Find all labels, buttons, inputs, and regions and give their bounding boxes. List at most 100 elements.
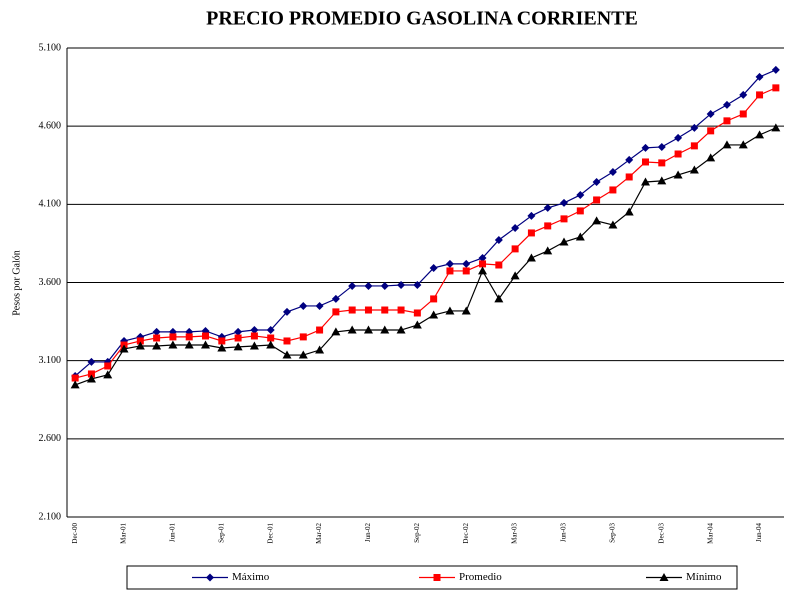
marker-triangle [135, 341, 145, 350]
marker-diamond [592, 177, 601, 186]
marker-diamond [299, 301, 308, 310]
marker-triangle [738, 140, 748, 149]
marker-square [772, 84, 780, 92]
marker-diamond [397, 281, 406, 290]
marker-diamond [771, 65, 780, 74]
legend-label: Promedio [459, 571, 502, 583]
marker-diamond [739, 90, 748, 99]
marker-square [609, 186, 617, 194]
marker-square [723, 117, 731, 125]
marker-square [658, 159, 666, 167]
marker-triangle [201, 340, 211, 349]
x-tick-label: Sep-02 [413, 523, 421, 543]
marker-triangle [429, 310, 439, 319]
marker-square [756, 91, 764, 99]
marker-triangle [771, 123, 781, 132]
marker-triangle [119, 344, 129, 353]
marker-diamond [657, 142, 666, 151]
marker-square [218, 337, 226, 345]
marker-triangle [217, 343, 227, 352]
marker-square [544, 222, 552, 230]
marker-triangle [86, 374, 96, 383]
marker-triangle [152, 341, 162, 350]
marker-square [299, 333, 307, 341]
marker-square [185, 333, 193, 341]
marker-triangle [510, 271, 520, 280]
chart-title: PRECIO PROMEDIO GASOLINA CORRIENTE [206, 8, 638, 30]
marker-triangle [608, 220, 618, 229]
x-tick-label: Mar-02 [315, 523, 323, 544]
marker-diamond [331, 294, 340, 303]
marker-diamond [462, 259, 471, 268]
marker-triangle [70, 380, 80, 389]
x-tick-label: Jun-04 [755, 523, 763, 543]
marker-diamond [674, 133, 683, 142]
x-tick-label: Jun-02 [364, 523, 372, 543]
x-tick-label: Dec-03 [657, 523, 665, 544]
marker-diamond [722, 100, 731, 109]
marker-square [202, 332, 210, 340]
marker-square [674, 150, 682, 158]
marker-square [316, 326, 324, 334]
marker-triangle [673, 170, 683, 179]
marker-triangle [298, 350, 308, 359]
legend-label: Mínimo [686, 571, 722, 583]
marker-triangle [168, 340, 178, 349]
marker-diamond [234, 327, 243, 336]
marker-square [462, 267, 470, 275]
marker-square [576, 207, 584, 215]
marker-diamond [690, 123, 699, 132]
marker-triangle [706, 153, 716, 162]
marker-square [71, 374, 79, 382]
marker-diamond [560, 198, 569, 207]
marker-diamond [282, 307, 291, 316]
marker-triangle [494, 294, 504, 303]
marker-square [560, 215, 568, 223]
x-tick-label: Jun-01 [169, 523, 177, 543]
marker-diamond [576, 190, 585, 199]
marker-square [234, 334, 242, 342]
marker-square [381, 306, 389, 314]
marker-square [364, 306, 372, 314]
y-tick-label: 4.100 [39, 199, 62, 210]
x-tick-label: Dec-02 [462, 523, 470, 544]
marker-triangle [575, 232, 585, 241]
marker-square [87, 370, 95, 378]
series-line [75, 87, 777, 379]
marker-diamond [266, 326, 275, 335]
marker-square [707, 127, 715, 135]
marker-triangle [755, 130, 765, 139]
marker-diamond [206, 573, 214, 582]
marker-diamond [706, 109, 715, 118]
marker-diamond [755, 72, 764, 81]
marker-triangle [363, 325, 373, 334]
marker-triangle [282, 350, 292, 359]
marker-diamond [364, 281, 373, 290]
marker-square [283, 337, 291, 345]
marker-triangle [657, 176, 667, 185]
x-tick-label: Mar-04 [706, 523, 714, 544]
marker-square [495, 261, 503, 269]
marker-triangle [592, 216, 602, 225]
marker-square [527, 229, 535, 237]
marker-diamond [608, 167, 617, 176]
marker-triangle [315, 345, 325, 354]
marker-diamond [511, 223, 520, 232]
marker-square [511, 245, 519, 253]
marker-triangle [659, 573, 669, 581]
marker-triangle [331, 327, 341, 336]
x-tick-label: Sep-01 [217, 523, 225, 543]
marker-square [332, 308, 340, 316]
marker-square [446, 267, 454, 275]
x-tick-label: Mar-01 [120, 523, 128, 544]
marker-triangle [412, 320, 422, 329]
marker-square [739, 110, 747, 118]
y-tick-label: 4.600 [39, 120, 62, 131]
marker-square [593, 196, 601, 204]
marker-triangle [559, 237, 569, 246]
marker-square [250, 332, 258, 340]
marker-square [397, 306, 405, 314]
marker-triangle [103, 370, 113, 379]
marker-square [625, 173, 633, 181]
